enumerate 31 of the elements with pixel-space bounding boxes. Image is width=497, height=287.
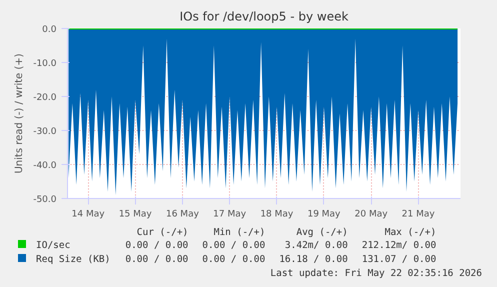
x-tick-label: 19 May bbox=[307, 210, 342, 220]
text: Cur (-/+) bbox=[136, 227, 188, 239]
x-tick-label: 16 May bbox=[166, 210, 200, 220]
text: 3.42m/ 0.00 bbox=[284, 239, 348, 253]
text: 0.00 / 0.00 bbox=[124, 253, 188, 267]
y-tick-label: 0.0 bbox=[42, 25, 57, 35]
text: Avg (-/+) bbox=[295, 227, 348, 239]
text: 0.00 / 0.00 bbox=[201, 239, 266, 253]
chart-title: IOs for /dev/loop5 - by week bbox=[180, 10, 348, 24]
y-axis-title: Units read (-) / write (+) bbox=[14, 53, 26, 174]
y-tick-label: -30.0 bbox=[33, 127, 57, 137]
y-tick-label: -10.0 bbox=[33, 59, 57, 69]
x-tick-label: 21 May bbox=[402, 210, 436, 220]
text: Min (-/+) bbox=[212, 227, 266, 239]
text: Max (-/+) bbox=[384, 227, 436, 239]
y-tick-label: -20.0 bbox=[33, 93, 57, 103]
text: Last update: Fri May 22 02:35:16 2026 bbox=[269, 267, 482, 281]
y-tick-label: -40.0 bbox=[33, 161, 57, 171]
x-tick-label: 14 May bbox=[72, 210, 106, 220]
legend-label: IO/sec bbox=[35, 239, 72, 253]
x-tick-label: 15 May bbox=[118, 210, 152, 220]
text: 0.00 / 0.00 bbox=[201, 253, 266, 267]
legend-label: Req Size (KB) bbox=[35, 253, 112, 267]
x-tick-label: 20 May bbox=[354, 210, 388, 220]
x-tick-label: 18 May bbox=[260, 210, 294, 220]
y-tick-label: -50.0 bbox=[33, 195, 57, 205]
text: 0.00 / 0.00 bbox=[124, 239, 188, 253]
x-tick-label: 17 May bbox=[213, 210, 247, 220]
text: 16.18 / 0.00 bbox=[278, 253, 348, 267]
text: 131.07 / 0.00 bbox=[360, 253, 436, 267]
text: 212.12m/ 0.00 bbox=[360, 239, 436, 253]
